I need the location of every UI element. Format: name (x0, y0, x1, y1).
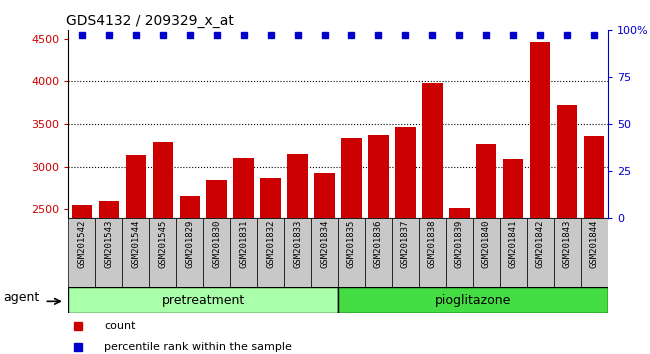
Bar (257, 218, 284, 287)
Bar (72, 205, 92, 218)
Bar (68, 287, 338, 313)
Bar (179, 196, 200, 218)
Bar (392, 218, 419, 287)
Text: GSM201834: GSM201834 (320, 220, 329, 268)
Bar (230, 218, 257, 287)
Bar (446, 218, 473, 287)
Text: GSM201832: GSM201832 (266, 220, 275, 268)
Text: GSM201543: GSM201543 (104, 220, 113, 268)
Bar (476, 144, 497, 218)
Bar (473, 218, 500, 287)
Bar (341, 138, 361, 218)
Text: GSM201830: GSM201830 (212, 220, 221, 268)
Text: GSM201840: GSM201840 (482, 220, 491, 268)
Bar (530, 42, 551, 218)
Bar (311, 218, 338, 287)
Text: GSM201844: GSM201844 (590, 220, 599, 268)
Bar (95, 218, 122, 287)
Bar (557, 105, 577, 218)
Text: GDS4132 / 209329_x_at: GDS4132 / 209329_x_at (66, 14, 233, 28)
Bar (287, 154, 307, 218)
Bar (207, 180, 227, 218)
Text: percentile rank within the sample: percentile rank within the sample (104, 342, 292, 352)
Bar (153, 142, 173, 218)
Text: GSM201831: GSM201831 (239, 220, 248, 268)
Text: GSM201542: GSM201542 (77, 220, 86, 268)
Bar (365, 218, 392, 287)
Text: GSM201833: GSM201833 (293, 220, 302, 268)
Bar (68, 218, 95, 287)
Bar (99, 201, 119, 218)
Bar (503, 159, 523, 218)
Bar (369, 135, 389, 218)
Text: GSM201544: GSM201544 (131, 220, 140, 268)
Text: count: count (104, 321, 135, 331)
Text: GSM201839: GSM201839 (455, 220, 464, 268)
Text: GSM201841: GSM201841 (509, 220, 518, 268)
Bar (315, 173, 335, 218)
Text: GSM201842: GSM201842 (536, 220, 545, 268)
Bar (422, 83, 443, 218)
Text: GSM201829: GSM201829 (185, 220, 194, 268)
Text: GSM201838: GSM201838 (428, 220, 437, 268)
Bar (233, 158, 254, 218)
Bar (203, 218, 230, 287)
Text: GSM201843: GSM201843 (563, 220, 572, 268)
Bar (527, 218, 554, 287)
Bar (395, 127, 415, 218)
Bar (125, 155, 146, 218)
Bar (150, 218, 176, 287)
Text: pretreatment: pretreatment (161, 293, 245, 307)
Bar (581, 218, 608, 287)
Text: GSM201836: GSM201836 (374, 220, 383, 268)
Bar (176, 218, 203, 287)
Bar (122, 218, 150, 287)
Text: GSM201545: GSM201545 (158, 220, 167, 268)
Bar (419, 218, 446, 287)
Bar (449, 208, 469, 218)
Text: GSM201837: GSM201837 (401, 220, 410, 268)
Bar (284, 218, 311, 287)
Bar (500, 218, 527, 287)
Text: pioglitazone: pioglitazone (435, 293, 511, 307)
Text: GSM201835: GSM201835 (347, 220, 356, 268)
Bar (338, 218, 365, 287)
Bar (261, 178, 281, 218)
Text: agent: agent (3, 291, 40, 304)
Bar (554, 218, 581, 287)
Bar (584, 136, 604, 218)
Bar (338, 287, 608, 313)
